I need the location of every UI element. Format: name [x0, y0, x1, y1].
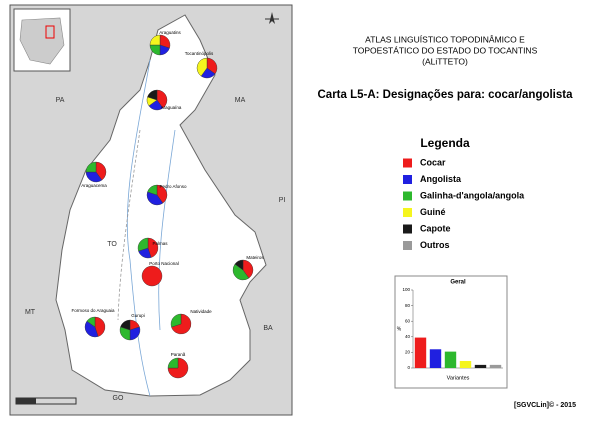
state-label: MA — [235, 97, 246, 104]
pie-slice — [94, 316, 106, 337]
pie-slice — [146, 191, 164, 206]
y-tick-label: 0 — [407, 365, 410, 370]
city-label: Mateiros — [246, 255, 264, 260]
legend-label: Cocar — [420, 157, 446, 167]
legend-label: Outros — [420, 240, 450, 250]
pie-slice — [156, 89, 168, 109]
pie-slice — [232, 263, 250, 281]
city-label: Araguacema — [81, 183, 107, 188]
pie-slice — [85, 161, 97, 173]
city-label: Porto Nacional — [149, 261, 179, 266]
city-label: Pedro Afonso — [159, 184, 187, 189]
legend-swatch — [403, 224, 412, 234]
state-label: TO — [107, 241, 117, 248]
pie-slice — [85, 171, 103, 183]
river — [126, 59, 151, 397]
subtitle: Carta L5-A: Designações para: cocar/ango… — [318, 89, 574, 101]
legend-swatch — [403, 208, 412, 217]
inset-country — [19, 17, 65, 65]
pie-slice — [120, 319, 131, 331]
bar — [444, 351, 457, 368]
tocantins-outline — [55, 14, 267, 397]
y-tick-label: 20 — [405, 350, 411, 355]
river — [158, 129, 176, 331]
city-label: Araguaína — [161, 105, 182, 110]
pie-slice — [137, 237, 149, 252]
state-label: BA — [263, 325, 273, 332]
north-arrow — [265, 12, 279, 24]
state-label: MT — [25, 309, 36, 316]
pie-slice — [86, 316, 96, 328]
pie-slice — [141, 265, 163, 287]
pie-slice — [206, 57, 218, 75]
pie-slice — [147, 89, 158, 101]
pie-slice — [196, 57, 208, 77]
chart-frame — [394, 275, 508, 389]
legend-title: Legenda — [420, 136, 470, 150]
pie-slice — [147, 184, 158, 196]
legend-swatch — [403, 191, 412, 201]
y-tick-label: 40 — [405, 334, 411, 339]
state-label: PI — [279, 197, 286, 204]
pie-slice — [242, 259, 254, 279]
y-tick-label: 100 — [402, 287, 410, 292]
pie-slice — [149, 34, 161, 46]
pie-slice — [171, 313, 192, 335]
y-tick-label: 60 — [405, 318, 411, 323]
city-label: Formoso do Araguaia — [71, 308, 115, 313]
legend-label: Galinha-d'angola/angola — [420, 190, 525, 200]
pie-slice — [147, 237, 159, 258]
legend-swatch — [403, 158, 412, 168]
title-line: (ALiTTETO) — [422, 56, 468, 66]
city-label: Paranã — [171, 352, 186, 357]
city-label: Araguatins — [159, 30, 181, 35]
bar — [489, 364, 502, 368]
legend-label: Angolista — [420, 174, 462, 184]
legend-label: Guiné — [420, 207, 446, 217]
legend-label: Capote — [420, 223, 451, 233]
bar — [429, 349, 442, 368]
scale-bar — [16, 398, 36, 404]
legend-swatch — [403, 175, 412, 184]
x-axis-label: Variantes — [447, 375, 470, 381]
legend-swatch — [403, 241, 412, 250]
city-label: Gurupi — [131, 313, 145, 318]
inset-highlight — [45, 25, 55, 39]
pie-slice — [156, 184, 168, 204]
pie-slice — [95, 161, 107, 181]
city-label: Palmas — [152, 241, 168, 246]
title-line: ATLAS LINGUÍSTICO TOPODINÂMICO E — [365, 34, 525, 44]
y-tick-label: 80 — [405, 303, 411, 308]
chart-title: Geral — [450, 280, 466, 286]
pie-slice — [167, 357, 179, 369]
title-line: TOPOESTÁTICO DO ESTADO DO TOCANTINS — [353, 45, 538, 55]
y-axis-label: % — [397, 326, 402, 332]
footer: [SGVCLin]© - 2015 — [514, 401, 576, 409]
pie-slice — [170, 313, 182, 328]
bar — [414, 337, 427, 368]
city-label: Natividade — [190, 309, 212, 314]
pie-slice — [234, 259, 244, 271]
bar — [474, 364, 487, 368]
state-label: PA — [56, 97, 65, 104]
state-label: GO — [113, 395, 124, 402]
pie-slice — [84, 320, 99, 338]
bar — [459, 360, 472, 368]
city-label: Tocantinópolis — [185, 51, 214, 56]
